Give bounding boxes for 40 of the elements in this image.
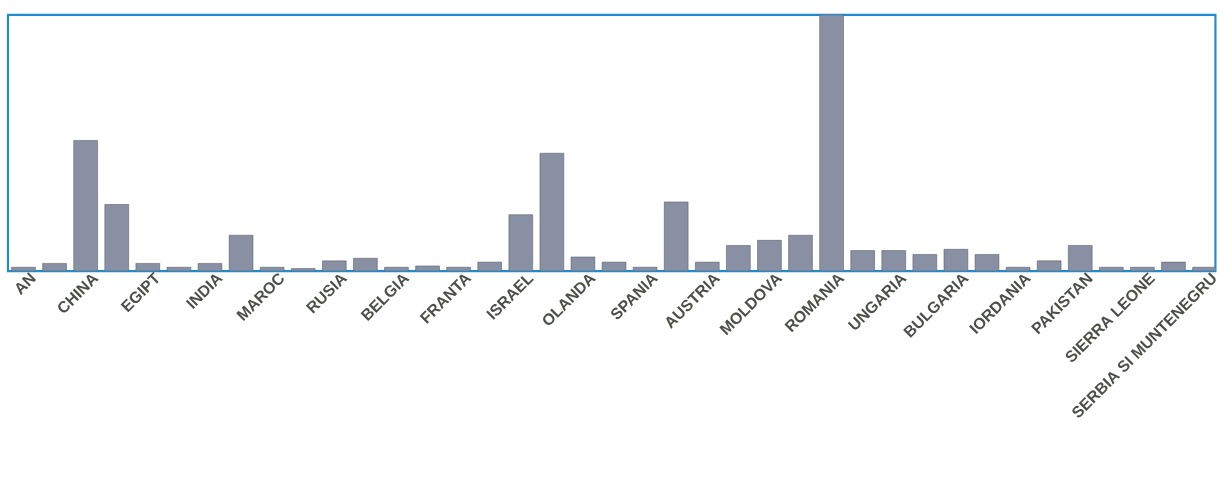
- bar: [974, 254, 1000, 272]
- bar: [353, 258, 378, 272]
- bar: [788, 235, 813, 272]
- bar: [135, 263, 161, 272]
- bar: [384, 267, 409, 272]
- bar: [1099, 267, 1124, 272]
- bar: [259, 267, 285, 272]
- x-tick-label: AN: [15, 272, 37, 296]
- bar: [415, 265, 440, 272]
- bar: [166, 267, 192, 272]
- bar: [446, 267, 471, 272]
- bar: [104, 204, 129, 272]
- bar: [1068, 245, 1093, 272]
- bar: [664, 201, 689, 272]
- bar: [42, 263, 67, 272]
- bar: [197, 263, 223, 272]
- bar: [1036, 260, 1062, 272]
- bar: [1005, 267, 1031, 272]
- bar: [850, 250, 875, 272]
- bar: [291, 268, 316, 272]
- bar: [508, 214, 533, 272]
- bar: [539, 153, 565, 272]
- bar: [726, 245, 751, 272]
- bar: [912, 254, 938, 272]
- bar: [601, 262, 627, 272]
- bar: [632, 267, 658, 272]
- bar: [11, 267, 36, 272]
- bar: [695, 262, 720, 272]
- bar: [881, 250, 906, 272]
- bar: [1161, 262, 1186, 272]
- bar: [943, 249, 969, 272]
- bar: [477, 262, 502, 272]
- bar: [1192, 267, 1216, 272]
- bar: [570, 256, 596, 272]
- bar: [1130, 267, 1155, 272]
- bar: [322, 260, 347, 272]
- bar: [757, 240, 782, 272]
- bar: [73, 140, 98, 272]
- bar: [228, 235, 254, 272]
- bar: [819, 15, 844, 272]
